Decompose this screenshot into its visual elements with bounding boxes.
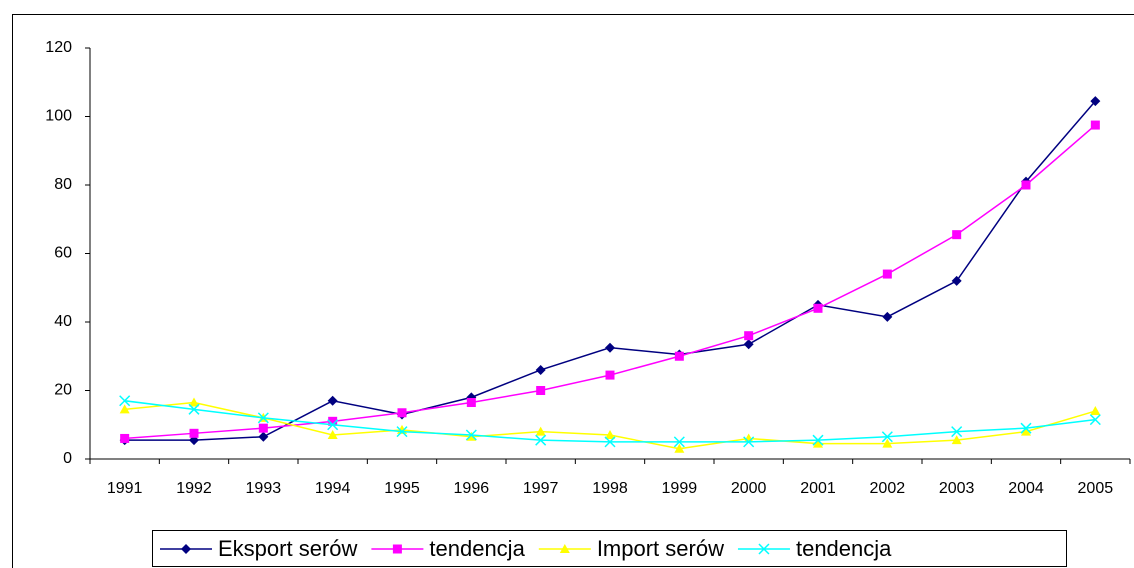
marker	[881, 431, 893, 443]
marker	[604, 436, 616, 448]
y-tick-label: 80	[54, 176, 72, 193]
legend-box	[152, 530, 1067, 567]
marker	[327, 430, 338, 440]
marker	[119, 404, 130, 414]
marker	[535, 364, 546, 375]
marker	[1020, 422, 1032, 434]
x-tick-label: 1996	[454, 480, 490, 497]
marker	[120, 433, 130, 443]
marker	[535, 426, 546, 436]
marker	[189, 428, 199, 438]
marker	[258, 431, 269, 442]
marker	[952, 230, 962, 240]
marker	[181, 544, 191, 554]
series-line	[124, 100, 1096, 441]
marker	[1021, 426, 1031, 436]
marker	[466, 397, 476, 407]
marker	[1089, 414, 1101, 426]
marker	[882, 311, 893, 322]
x-tick-label: 1991	[107, 480, 143, 497]
x-tick-label: 1992	[176, 480, 212, 497]
marker	[743, 339, 754, 350]
marker	[605, 370, 615, 380]
marker	[605, 430, 615, 440]
marker	[397, 408, 407, 418]
x-tick-label: 1994	[315, 480, 351, 497]
marker	[535, 434, 547, 446]
marker	[188, 403, 200, 415]
y-tick-label: 0	[63, 450, 72, 467]
marker	[119, 395, 131, 407]
marker	[1090, 406, 1101, 416]
marker	[812, 434, 824, 446]
marker	[189, 397, 199, 407]
marker	[559, 544, 570, 553]
x-tick-label: 1997	[523, 480, 559, 497]
x-tick-label: 1993	[246, 480, 282, 497]
marker	[951, 426, 963, 438]
marker	[951, 435, 962, 445]
series-line	[124, 124, 1096, 440]
marker	[758, 543, 770, 555]
marker	[465, 429, 477, 441]
legend-label: tendencja	[429, 536, 525, 561]
y-tick-label: 120	[45, 39, 72, 56]
y-tick-label: 60	[54, 245, 72, 262]
marker	[605, 342, 615, 353]
x-tick-label: 1995	[384, 480, 420, 497]
marker	[327, 395, 338, 406]
marker	[813, 303, 823, 313]
legend-label: Eksport serów	[218, 536, 357, 561]
x-tick-label: 2002	[870, 480, 906, 497]
x-tick-label: 2001	[800, 480, 836, 497]
marker	[882, 438, 893, 448]
marker	[951, 275, 962, 286]
legend-label: Import serów	[597, 536, 724, 561]
marker	[674, 443, 685, 453]
marker	[673, 436, 685, 448]
marker	[743, 436, 755, 448]
marker	[744, 331, 754, 341]
marker	[258, 423, 268, 433]
y-tick-label: 40	[54, 313, 72, 330]
legend: Eksport serów tendencja Import serów tenden…	[152, 530, 1067, 567]
marker	[674, 351, 684, 361]
marker	[328, 416, 338, 426]
marker	[813, 438, 823, 448]
legend-label: tendencja	[796, 536, 892, 561]
marker	[1090, 120, 1100, 130]
x-tick-label: 2004	[1008, 480, 1044, 497]
y-tick-label: 100	[45, 108, 72, 125]
x-tick-label: 2005	[1078, 480, 1114, 497]
marker	[882, 269, 892, 279]
x-tick-label: 2000	[731, 480, 767, 497]
marker	[327, 419, 339, 431]
chart-border	[12, 14, 1134, 568]
x-tick-label: 2003	[939, 480, 975, 497]
marker	[536, 386, 546, 395]
y-tick-label: 20	[54, 382, 72, 399]
x-tick-label: 1999	[662, 480, 698, 497]
marker	[392, 544, 402, 554]
x-tick-label: 1998	[592, 480, 628, 497]
marker	[1021, 180, 1031, 190]
marker	[257, 412, 269, 424]
marker	[1090, 96, 1101, 107]
marker	[396, 426, 408, 438]
